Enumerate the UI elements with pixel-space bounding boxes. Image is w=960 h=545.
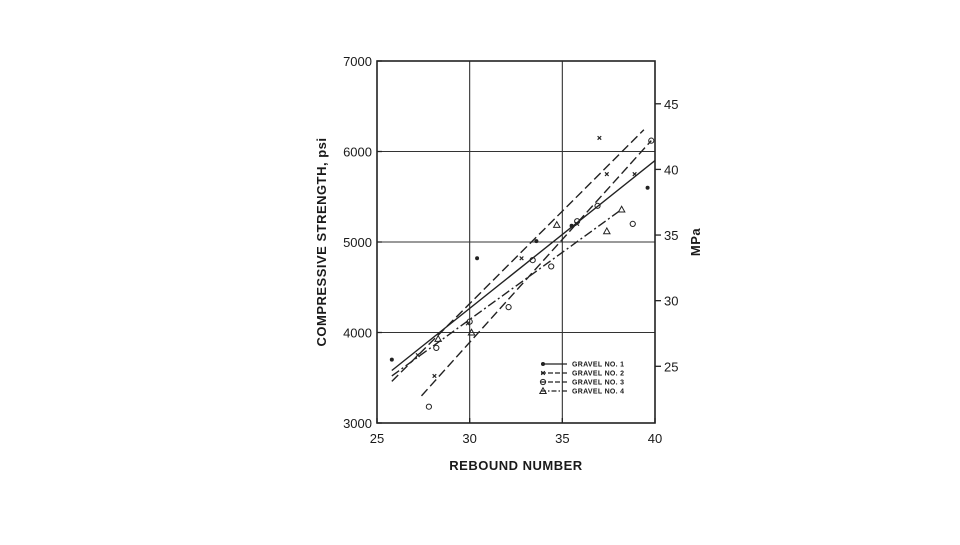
series-line	[391, 160, 656, 372]
y-tick-label: 3000	[343, 416, 372, 431]
y-axis-title: COMPRESSIVE STRENGTH, psi	[314, 138, 329, 347]
data-point	[466, 318, 473, 325]
series-line	[420, 140, 652, 397]
y2-tick-label: 35	[664, 228, 678, 243]
x-tick-label: 40	[648, 431, 662, 446]
data-point	[604, 171, 610, 177]
data-point	[433, 344, 440, 351]
data-point	[475, 256, 480, 261]
data-point	[529, 257, 536, 264]
data-point	[645, 185, 650, 190]
data-point	[425, 403, 432, 410]
series-line	[391, 129, 645, 382]
y-tick-label: 5000	[343, 235, 372, 250]
data-point	[597, 135, 602, 141]
y2-tick-label: 25	[664, 359, 678, 374]
data-point	[389, 357, 394, 362]
legend-marker	[541, 362, 545, 366]
legend-label: GRAVEL NO. 3	[572, 380, 624, 387]
data-points	[389, 135, 655, 410]
legend-label: GRAVEL NO. 4	[572, 389, 624, 396]
legend-marker	[538, 386, 548, 395]
data-point	[632, 171, 637, 177]
fit-lines	[391, 129, 656, 397]
legend-label: GRAVEL NO. 1	[572, 362, 624, 369]
data-point	[569, 223, 574, 228]
data-point	[617, 205, 626, 213]
data-point	[467, 328, 476, 336]
y-tick-label: 4000	[343, 326, 372, 341]
data-point	[594, 202, 601, 209]
data-point	[648, 137, 655, 144]
y2-tick-label: 40	[664, 162, 678, 177]
data-point	[548, 263, 555, 270]
ticks: 25 30 35 40 3000 4000 5000 6000 7000 25 30 35 40 45	[343, 54, 678, 446]
gridlines	[377, 61, 655, 423]
x-tick-label: 25	[370, 431, 384, 446]
data-point	[415, 352, 420, 358]
y2-tick-label: 30	[664, 294, 678, 309]
x-tick-label: 30	[462, 431, 476, 446]
data-point	[519, 256, 524, 261]
series-line	[391, 208, 623, 377]
y-tick-label: 7000	[343, 54, 372, 69]
data-point	[629, 220, 636, 227]
y2-tick-label: 45	[664, 97, 678, 112]
data-point	[602, 226, 611, 235]
data-point	[434, 334, 443, 342]
data-point	[534, 239, 539, 244]
data-point	[505, 304, 512, 311]
data-point	[574, 218, 581, 225]
y-tick-label: 6000	[343, 145, 372, 160]
data-point	[552, 220, 561, 228]
x-tick-label: 35	[555, 431, 569, 446]
legend-marker	[540, 370, 546, 376]
legend-marker	[539, 378, 547, 386]
legend: GRAVEL NO. 1 GRAVEL NO. 2 GRAVEL NO. 3 GRAV…	[538, 362, 624, 396]
y2-axis-title: MPa	[688, 228, 703, 257]
x-axis-title: REBOUND NUMBER	[449, 458, 583, 473]
legend-label: GRAVEL NO. 2	[572, 371, 624, 378]
data-point	[432, 373, 437, 379]
